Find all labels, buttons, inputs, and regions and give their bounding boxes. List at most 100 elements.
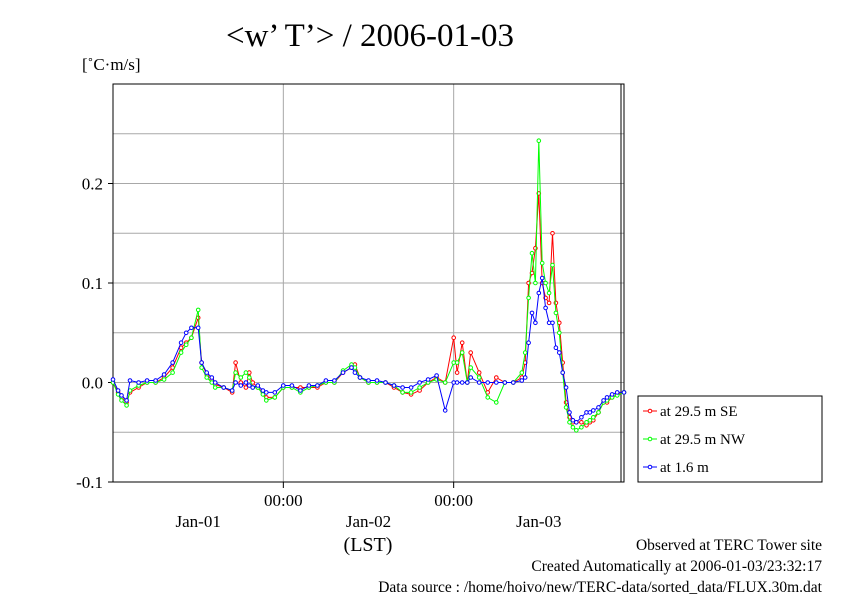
data-point <box>115 388 121 393</box>
data-point <box>417 380 422 385</box>
data-point <box>272 395 278 400</box>
legend: at 29.5 m SE at 29.5 m NW at 1.6 m <box>637 395 823 483</box>
y-axis-ticks: -0.1 0.0 0.1 0.2 <box>76 175 113 492</box>
data-point <box>260 388 266 393</box>
data-point <box>468 375 474 380</box>
data-point <box>374 378 380 383</box>
data-point <box>522 375 528 380</box>
data-point <box>570 425 576 430</box>
data-point <box>340 370 346 375</box>
data-point <box>250 385 255 390</box>
footer-source: Data source : /home/hoivo/new/TERC-data/… <box>378 579 822 595</box>
data-point <box>614 390 620 395</box>
data-point <box>621 390 627 395</box>
data-point <box>170 360 175 365</box>
data-point <box>400 390 405 395</box>
data-point <box>264 390 269 395</box>
data-point <box>153 378 158 383</box>
data-point <box>189 335 194 341</box>
data-point <box>454 370 460 375</box>
data-point <box>579 415 584 420</box>
data-point <box>536 138 542 143</box>
data-point <box>476 370 482 375</box>
data-point <box>511 380 516 385</box>
data-point <box>400 385 405 390</box>
data-point <box>229 388 235 393</box>
x-day-label: Jan-03 <box>516 512 561 531</box>
data-point <box>124 403 129 408</box>
data-point <box>366 378 371 383</box>
data-point <box>539 275 545 281</box>
data-point <box>408 385 414 390</box>
series-2 <box>110 138 627 433</box>
x-axis-ticks: 00:00 00:00 Jan-01 Jan-02 Jan-03 <box>176 482 561 531</box>
data-point <box>124 398 129 403</box>
data-point <box>281 383 286 388</box>
data-point <box>212 385 218 390</box>
data-point <box>459 350 465 355</box>
series-group <box>110 138 627 433</box>
y-tick-label: -0.1 <box>76 473 103 492</box>
data-point <box>315 383 320 388</box>
data-point <box>596 410 601 415</box>
data-point <box>442 380 448 385</box>
data-point <box>563 405 569 410</box>
data-point <box>574 420 579 425</box>
data-point <box>485 380 491 385</box>
data-point <box>383 380 388 385</box>
data-point <box>178 350 184 355</box>
data-point <box>119 398 124 403</box>
data-point <box>459 380 465 385</box>
data-point <box>563 385 569 390</box>
legend-label: at 29.5 m NW <box>660 432 746 448</box>
data-point <box>199 365 204 370</box>
data-point <box>529 250 535 256</box>
data-point <box>546 290 552 296</box>
legend-swatch-marker <box>647 408 653 414</box>
data-point <box>204 370 209 375</box>
data-point <box>127 378 133 383</box>
data-point <box>526 340 531 346</box>
data-point <box>553 310 559 316</box>
data-point <box>161 377 167 382</box>
data-point <box>247 383 252 388</box>
data-point <box>502 380 508 385</box>
data-point <box>459 340 465 346</box>
data-point <box>349 365 354 370</box>
data-point <box>533 280 538 286</box>
data-point <box>557 350 562 355</box>
data-point <box>323 378 329 383</box>
legend-label: at 29.5 m SE <box>660 404 738 420</box>
data-point <box>195 325 201 331</box>
data-point <box>183 342 189 348</box>
legend-box <box>637 395 823 483</box>
data-point <box>543 305 548 311</box>
data-point <box>272 390 278 395</box>
x-tick-label: 00:00 <box>434 491 473 510</box>
data-point <box>451 335 457 341</box>
series-line <box>112 140 625 431</box>
data-point <box>553 345 559 351</box>
data-point <box>550 231 555 236</box>
y-tick-label: 0.2 <box>82 175 103 194</box>
data-point <box>519 370 525 375</box>
data-point <box>144 378 150 383</box>
data-point <box>442 408 448 413</box>
data-point <box>536 290 542 296</box>
data-point <box>243 370 249 375</box>
data-point <box>183 330 189 336</box>
data-point <box>596 405 601 410</box>
data-point <box>609 392 615 397</box>
data-point <box>557 330 562 336</box>
data-point <box>591 408 596 413</box>
legend-label: at 1.6 m <box>660 460 709 476</box>
data-point <box>454 360 460 365</box>
data-point <box>204 375 209 380</box>
footer-created: Created Automatically at 2006-01-03/23:3… <box>531 558 822 575</box>
data-point <box>352 370 358 375</box>
y-tick-label: 0.1 <box>82 274 103 293</box>
data-point <box>539 260 545 266</box>
data-point <box>434 373 439 378</box>
y-tick-label: 0.0 <box>82 374 103 393</box>
data-point <box>170 370 175 375</box>
